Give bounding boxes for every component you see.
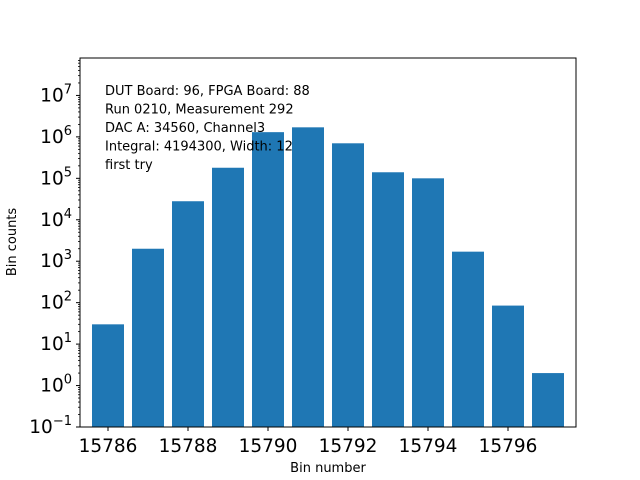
y-tick-label: 104 <box>40 207 72 231</box>
y-tick-label: 105 <box>40 165 72 189</box>
bar-15795 <box>452 251 484 427</box>
annotation-line: Integral: 4194300, Width: 12 <box>105 140 293 155</box>
bar-15792 <box>332 143 364 427</box>
y-axis: 10−1 100 101 102 103 104 105 106 107 <box>29 60 80 438</box>
bar-15797 <box>532 373 564 427</box>
x-axis-label: Bin number <box>290 461 366 476</box>
bar-15794 <box>412 178 444 427</box>
x-tick-label: 15786 <box>79 436 138 457</box>
bar-15790 <box>252 132 284 427</box>
bar-15796 <box>492 305 524 427</box>
x-axis: 15786 15788 15790 15792 15794 15796 <box>79 427 538 457</box>
y-tick-label: 107 <box>40 82 72 106</box>
y-tick-label: 101 <box>40 331 72 355</box>
x-tick-label: 15792 <box>319 436 378 457</box>
y-tick-label: 10−1 <box>29 414 72 438</box>
bar-15789 <box>212 167 244 428</box>
bar-15791 <box>292 127 324 427</box>
bar-15787 <box>132 248 164 427</box>
y-tick-label: 102 <box>40 290 72 314</box>
bar-15788 <box>172 201 204 427</box>
x-tick-label: 15788 <box>159 436 218 457</box>
x-tick-label: 15794 <box>399 436 458 457</box>
annotation-line: Run 0210, Measurement 292 <box>105 103 294 118</box>
x-tick-label: 15790 <box>239 436 298 457</box>
bar-15793 <box>372 172 404 427</box>
annotation-line: DUT Board: 96, FPGA Board: 88 <box>105 84 310 99</box>
annotation-box: DUT Board: 96, FPGA Board: 88 Run 0210, M… <box>105 84 310 173</box>
y-tick-label: 106 <box>40 124 72 148</box>
plot-frame <box>79 57 577 428</box>
y-tick-label: 103 <box>40 248 72 272</box>
bar-15786 <box>92 324 124 427</box>
bars-group <box>92 127 564 428</box>
annotation-line: DAC A: 34560, Channel3 <box>105 121 265 136</box>
x-tick-label: 15796 <box>479 436 538 457</box>
y-tick-label: 100 <box>40 373 72 397</box>
annotation-line: first try <box>105 158 153 173</box>
y-axis-label: Bin counts <box>5 208 20 277</box>
